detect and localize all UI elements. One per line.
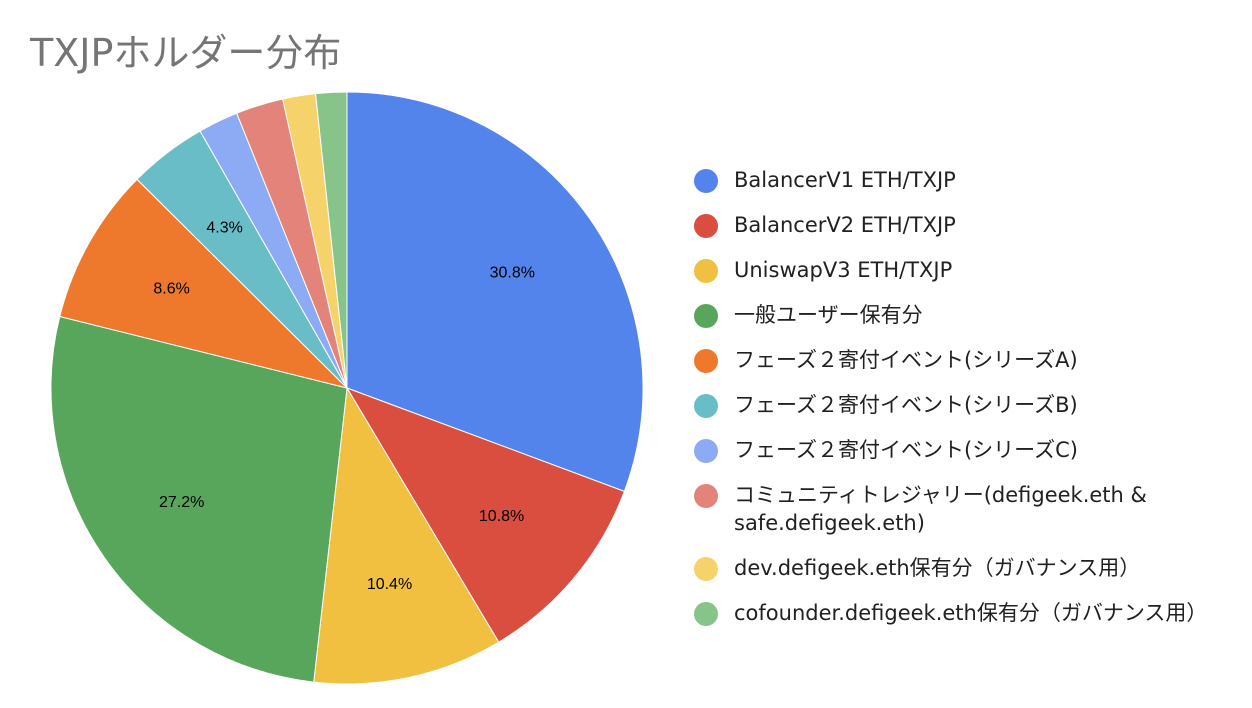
legend-swatch [694,349,718,373]
legend-label: BalancerV2 ETH/TXJP [734,213,956,237]
pie-slice-5[interactable] [59,178,349,389]
legend-swatch [694,394,718,418]
legend-label: UniswapV3 ETH/TXJP [734,258,953,282]
slice-data-label-3: 10.4% [367,576,412,593]
legend-item[interactable]: UniswapV3 ETH/TXJP [694,256,1244,284]
legend-item[interactable]: dev.defigeek.eth保有分（ガバナンス用） [694,554,1244,582]
legend-label: フェーズ２寄付イベント(シリーズB) [734,393,1078,417]
legend-item[interactable]: フェーズ２寄付イベント(シリーズA) [694,346,1244,374]
legend-swatch [694,259,718,283]
pie-chart: 30.8% 10.8% 10.4% 27.2% 8.6% 4.3% [50,91,644,685]
legend-item[interactable]: 一般ユーザー保有分 [694,301,1244,329]
slice-data-label-1: 30.8% [490,264,535,281]
pie-slice-4[interactable] [50,315,348,683]
legend-item[interactable]: コミュニティトレジャリー(defigeek.eth & safe.defigee… [694,481,1244,537]
pie-slice-1[interactable] [346,91,644,493]
chart-legend: BalancerV1 ETH/TXJP BalancerV2 ETH/TXJP Un… [694,166,1244,644]
legend-item[interactable]: BalancerV2 ETH/TXJP [694,211,1244,239]
pie-slice-10[interactable] [315,91,348,389]
pie-slice-2[interactable] [345,387,626,643]
legend-swatch [694,304,718,328]
legend-label: フェーズ２寄付イベント(シリーズA) [734,348,1078,372]
slice-data-label-4: 27.2% [159,494,204,511]
legend-swatch [694,169,718,193]
legend-item[interactable]: cofounder.defigeek.eth保有分（ガバナンス用） [694,599,1244,627]
slice-data-label-5: 8.6% [153,280,189,297]
legend-swatch [694,602,718,626]
legend-label: dev.defigeek.eth保有分（ガバナンス用） [734,556,1141,580]
legend-item[interactable]: BalancerV1 ETH/TXJP [694,166,1244,194]
legend-swatch [694,214,718,238]
legend-item[interactable]: フェーズ２寄付イベント(シリーズB) [694,391,1244,419]
legend-label: コミュニティトレジャリー(defigeek.eth & safe.defigee… [734,483,1147,535]
slice-data-label-2: 10.8% [479,508,524,525]
legend-label: cofounder.defigeek.eth保有分（ガバナンス用） [734,601,1208,625]
legend-swatch [694,484,718,508]
legend-label: フェーズ２寄付イベント(シリーズC) [734,438,1078,462]
legend-label: 一般ユーザー保有分 [734,303,923,327]
legend-item[interactable]: フェーズ２寄付イベント(シリーズC) [694,436,1244,464]
slice-data-label-6: 4.3% [206,219,242,236]
legend-swatch [694,557,718,581]
legend-swatch [694,439,718,463]
pie-slice-3[interactable] [313,386,500,685]
legend-label: BalancerV1 ETH/TXJP [734,168,956,192]
chart-title: TXJPホルダー分布 [30,31,342,75]
